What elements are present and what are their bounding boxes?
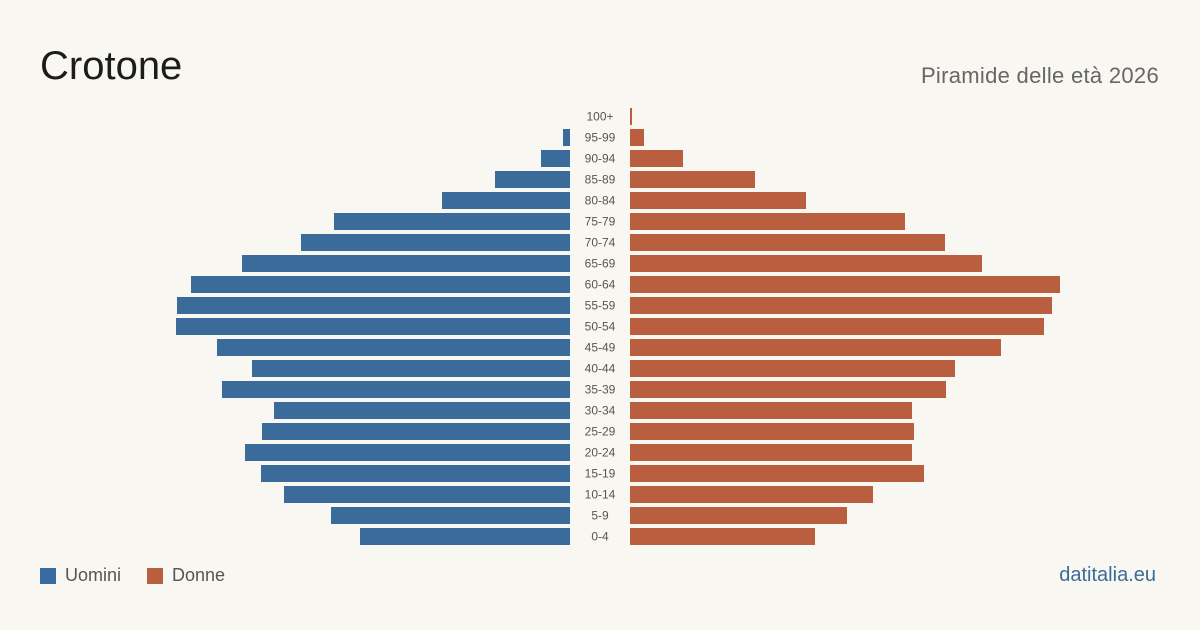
bar-men-25-29 xyxy=(262,423,570,440)
age-label-10-14: 10-14 xyxy=(585,488,616,502)
bar-women-35-39 xyxy=(630,381,946,398)
bar-men-70-74 xyxy=(301,234,570,251)
age-label-60-64: 60-64 xyxy=(585,278,616,292)
bar-men-0-4 xyxy=(360,528,570,545)
legend-swatch-men xyxy=(40,567,56,584)
page-title: Crotone xyxy=(40,44,183,88)
bar-men-55-59 xyxy=(177,297,570,314)
bar-women-80-84 xyxy=(630,192,806,209)
age-label-15-19: 15-19 xyxy=(585,467,616,481)
chart-subtitle: Piramide delle età 2026 xyxy=(920,63,1159,88)
bar-men-65-69 xyxy=(242,255,570,272)
bar-men-50-54 xyxy=(176,318,570,335)
bar-women-50-54 xyxy=(630,318,1044,335)
age-label-80-84: 80-84 xyxy=(585,194,616,208)
bar-women-0-4 xyxy=(630,528,815,545)
age-label-75-79: 75-79 xyxy=(585,215,616,229)
age-label-50-54: 50-54 xyxy=(585,320,616,334)
bar-women-40-44 xyxy=(630,360,955,377)
age-label-35-39: 35-39 xyxy=(585,383,616,397)
bar-men-40-44 xyxy=(252,360,570,377)
bar-women-30-34 xyxy=(630,402,912,419)
bar-women-45-49 xyxy=(630,339,1001,356)
bar-women-25-29 xyxy=(630,423,914,440)
bar-men-45-49 xyxy=(217,339,570,356)
bar-men-95-99 xyxy=(563,129,570,146)
bar-men-15-19 xyxy=(261,465,570,482)
bar-women-60-64 xyxy=(630,276,1060,293)
age-label-95-99: 95-99 xyxy=(585,131,616,145)
bar-women-65-69 xyxy=(630,255,982,272)
brand-link[interactable]: datitalia.eu xyxy=(1059,564,1156,586)
age-label-100+: 100+ xyxy=(586,110,613,124)
bar-women-15-19 xyxy=(630,465,924,482)
bar-women-55-59 xyxy=(630,297,1052,314)
legend-swatch-women xyxy=(147,567,164,584)
bar-men-35-39 xyxy=(222,381,570,398)
bar-men-90-94 xyxy=(541,150,570,167)
bar-women-100+ xyxy=(630,108,632,125)
age-label-40-44: 40-44 xyxy=(585,362,616,376)
bar-men-5-9 xyxy=(331,507,570,524)
legend-label-men: Uomini xyxy=(65,565,122,585)
bar-men-80-84 xyxy=(442,192,570,209)
bar-men-85-89 xyxy=(495,171,570,188)
bar-men-60-64 xyxy=(191,276,570,293)
age-label-85-89: 85-89 xyxy=(585,173,616,187)
age-label-5-9: 5-9 xyxy=(591,509,609,523)
bar-men-20-24 xyxy=(245,444,570,461)
bar-women-5-9 xyxy=(630,507,847,524)
age-label-20-24: 20-24 xyxy=(585,446,616,460)
legend-item-women: Donne xyxy=(147,565,225,586)
bar-women-95-99 xyxy=(630,129,644,146)
age-label-70-74: 70-74 xyxy=(585,236,616,250)
age-label-0-4: 0-4 xyxy=(591,530,609,544)
bar-men-30-34 xyxy=(274,402,570,419)
bar-women-20-24 xyxy=(630,444,912,461)
legend-label-women: Donne xyxy=(172,565,226,585)
bar-men-75-79 xyxy=(334,213,570,230)
age-label-30-34: 30-34 xyxy=(585,404,616,418)
bar-women-85-89 xyxy=(630,171,755,188)
bar-women-75-79 xyxy=(630,213,905,230)
age-label-45-49: 45-49 xyxy=(585,341,616,355)
age-label-65-69: 65-69 xyxy=(585,257,616,271)
legend: Uomini Donne xyxy=(40,565,251,586)
legend-item-men: Uomini xyxy=(40,565,121,586)
bar-men-10-14 xyxy=(284,486,570,503)
bar-women-90-94 xyxy=(630,150,683,167)
bar-women-10-14 xyxy=(630,486,873,503)
age-label-25-29: 25-29 xyxy=(585,425,616,439)
age-label-55-59: 55-59 xyxy=(585,299,616,313)
age-label-90-94: 90-94 xyxy=(585,152,616,166)
bar-women-70-74 xyxy=(630,234,945,251)
